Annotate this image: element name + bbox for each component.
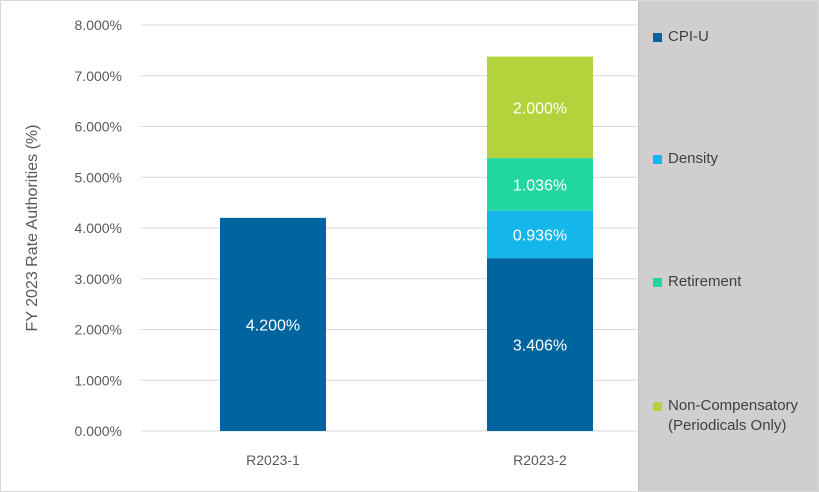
legend-label-cpi-u: CPI-U [668, 28, 709, 45]
y-axis-title: FY 2023 Rate Authorities (%) [24, 125, 41, 332]
legend-swatch-non-compensatory [653, 402, 662, 411]
legend: CPI-U Density Retirement Non-Compensator… [638, 0, 819, 491]
legend-item-non-compensatory: Non-Compensatory (Periodicals Only) [653, 396, 817, 436]
bar-segment-cpi-u [487, 258, 593, 431]
legend-label-non-compensatory: Non-Compensatory (Periodicals Only) [668, 397, 799, 434]
legend-item-cpi-u: CPI-U [653, 27, 817, 47]
data-label: 0.936% [513, 227, 567, 244]
y-tick-label: 4.000% [75, 220, 122, 236]
legend-swatch-density [653, 155, 662, 164]
bar-segment-non-compensatory-periodicals-only [487, 56, 593, 159]
y-tick-label: 7.000% [75, 68, 122, 84]
y-tick-label: 6.000% [75, 119, 122, 135]
chart-plot: 0.000% 1.000% 2.000% 3.000% 4.000% 5.000% 6.00… [24, 17, 637, 468]
bar-segment-cpi-u [220, 217, 326, 431]
bar-segment-retirement [487, 158, 593, 211]
data-label: 1.036% [513, 177, 567, 194]
legend-label-retirement: Retirement [668, 273, 742, 290]
data-label: 3.406% [513, 338, 567, 355]
bar-segment-density [487, 210, 593, 259]
y-tick-label: 0.000% [75, 423, 122, 439]
legend-swatch-retirement [653, 278, 662, 287]
legend-swatch-cpi-u [653, 33, 662, 42]
legend-label-density: Density [668, 150, 719, 167]
y-tick-label: 2.000% [75, 322, 122, 338]
x-category-label: R2023-1 [246, 452, 300, 468]
y-tick-label: 3.000% [75, 271, 122, 287]
y-tick-label: 8.000% [75, 17, 122, 33]
y-tick-label: 5.000% [75, 169, 122, 185]
legend-item-retirement: Retirement [653, 272, 817, 292]
data-label: 2.000% [513, 100, 567, 117]
legend-item-density: Density [653, 149, 817, 169]
x-category-label: R2023-2 [513, 452, 567, 468]
y-tick-label: 1.000% [75, 372, 122, 388]
data-label: 4.200% [246, 317, 300, 334]
